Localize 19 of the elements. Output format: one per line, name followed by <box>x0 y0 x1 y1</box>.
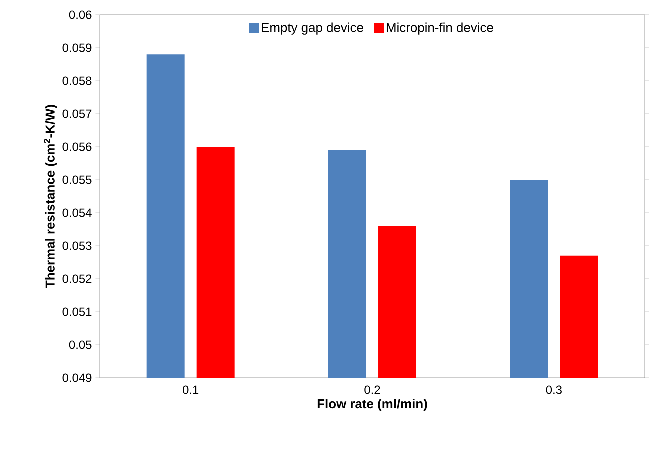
y-tick-label: 0.058 <box>62 76 92 86</box>
y-tick-label: 0.053 <box>62 242 92 250</box>
legend-label: Empty gap device <box>262 22 364 35</box>
y-tick-label: 0.057 <box>62 110 92 118</box>
y-tick-label: 0.05 <box>69 340 92 350</box>
legend-label: Micropin-fin device <box>387 22 494 35</box>
x-tick-label: 0.1 <box>182 386 199 394</box>
x-tick-label: 0.3 <box>546 386 562 394</box>
y-tick-label: 0.055 <box>62 176 92 184</box>
y-tick-label: 0.056 <box>62 142 92 152</box>
y-tick-label: 0.052 <box>62 274 92 284</box>
x-axis-title: Flow rate (ml/min) <box>318 399 428 412</box>
y-tick-label: 0.051 <box>62 308 92 316</box>
y-tick-label: 0.06 <box>69 10 92 20</box>
x-tick-label: 0.2 <box>364 386 380 394</box>
y-axis-title: Thermal resistance (cm$^{2}$-K/W) <box>44 105 58 288</box>
y-tick-label: 0.049 <box>62 374 92 382</box>
y-tick-label: 0.059 <box>62 44 92 52</box>
y-tick-label: 0.054 <box>62 208 92 218</box>
